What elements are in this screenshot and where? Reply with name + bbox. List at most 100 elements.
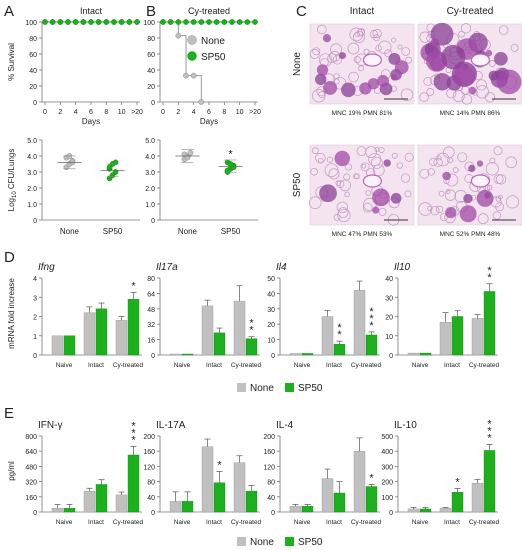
bronchiole xyxy=(362,174,382,188)
alveolar-space xyxy=(492,211,501,220)
mrna-significance: * xyxy=(369,313,374,325)
cfu-xtick-label-sp50: SP50 xyxy=(103,227,123,236)
survival-point xyxy=(244,19,251,25)
mrna-xtick-label-intact: Intact xyxy=(88,362,104,369)
alveolar-space xyxy=(361,163,367,169)
cfu-ytick-label: 4.0 xyxy=(27,154,37,161)
protein-significance: * xyxy=(487,418,492,430)
cell-infiltrate xyxy=(442,171,451,181)
cell-infiltrate xyxy=(390,74,398,81)
survival-xlabel-0: Days xyxy=(82,117,100,126)
panel-label-b: B xyxy=(146,3,156,20)
alveolar-space xyxy=(404,152,414,162)
survival-title-1: Cy-treated xyxy=(188,6,230,16)
cfu-xtick-label-none: None xyxy=(178,227,198,236)
alveolar-space xyxy=(317,24,327,35)
alveolar-space xyxy=(312,88,326,103)
cell-infiltrate xyxy=(390,192,402,204)
mrna-xtick-label-intact: Intact xyxy=(444,362,460,369)
protein-ytick-label: 0 xyxy=(389,510,393,517)
survival-point xyxy=(126,19,133,25)
protein-bar-sp50 xyxy=(419,508,432,513)
survival-point xyxy=(190,72,197,79)
mrna-bar-sp50 xyxy=(333,344,346,356)
survival-point xyxy=(183,19,189,25)
protein-bar-none xyxy=(439,508,452,513)
alveolar-space xyxy=(461,93,473,105)
survival-point xyxy=(42,19,48,25)
alveolar-space xyxy=(310,167,318,176)
mrna-significance: * xyxy=(337,322,342,334)
survival-point xyxy=(111,19,117,25)
protein-bar-none xyxy=(289,506,302,513)
mrna-bar-sp50 xyxy=(451,316,464,356)
mrna-ytick-label: 80 xyxy=(147,276,155,283)
survival-xtick-label: 10 xyxy=(236,109,244,116)
mrna-legend-label-none: None xyxy=(250,383,274,394)
mrna-bar-none xyxy=(439,322,452,356)
mrna-legend-swatch-none xyxy=(237,383,246,392)
mrna-ytick-label: 1 xyxy=(33,334,37,341)
alveolar-space xyxy=(493,146,503,156)
cell-infiltrate xyxy=(322,33,332,43)
histology-row-title-0: None xyxy=(292,52,303,76)
protein-bar-sp50 xyxy=(213,482,226,513)
panel-label-e: E xyxy=(4,405,14,422)
protein-bar-sp50 xyxy=(483,450,496,513)
cfu-ytick-label: 3.0 xyxy=(27,170,37,177)
alveolar-space xyxy=(360,162,370,172)
mrna-panel-title-2: Il4 xyxy=(276,262,287,273)
alveolar-space xyxy=(396,162,403,169)
mrna-ytick-label: 2 xyxy=(33,315,37,322)
protein-xtick-label-cy-treated: Cy-treated xyxy=(351,519,382,526)
survival-xtick-label: 2 xyxy=(176,109,180,116)
alveolar-space xyxy=(498,25,509,35)
survival-point xyxy=(175,19,182,25)
survival-title-0: Intact xyxy=(80,6,103,16)
survival-xtick-label: 10 xyxy=(118,109,126,116)
histology-caption-2: MNC 47% PMN 53% xyxy=(332,231,393,238)
mrna-xtick-label-cy-treated: Cy-treated xyxy=(231,362,262,369)
protein-xtick-label-cy-treated: Cy-treated xyxy=(113,519,144,526)
survival-ytick-label: 100 xyxy=(25,20,37,27)
protein-ytick-label: 120 xyxy=(263,464,275,471)
survival-xtick-label: 4 xyxy=(74,109,78,116)
survival-point xyxy=(49,19,56,25)
survival-point xyxy=(134,19,140,25)
cfu-ytick-label: 1.0 xyxy=(145,202,155,209)
protein-ytick-label: 80 xyxy=(267,480,275,487)
mrna-xtick-label-naive: Naive xyxy=(412,362,429,369)
alveolar-space xyxy=(397,44,403,50)
mrna-bar-sp50 xyxy=(419,352,432,356)
cell-infiltrate xyxy=(468,164,476,173)
survival-ytick-label: 0 xyxy=(33,100,37,107)
mrna-bar-none xyxy=(321,316,334,356)
alveolar-space xyxy=(495,196,502,202)
mrna-xtick-label-cy-treated: Cy-treated xyxy=(113,362,144,369)
protein-xtick-label-cy-treated: Cy-treated xyxy=(231,519,262,526)
survival-point xyxy=(183,72,189,79)
panel-label-a: A xyxy=(4,3,14,20)
alveolar-space xyxy=(391,152,398,159)
alveolar-space xyxy=(419,168,430,179)
survival-point xyxy=(198,19,205,25)
mrna-bar-none xyxy=(201,305,214,356)
survival-point xyxy=(72,19,79,25)
alveolar-space xyxy=(326,156,334,163)
cfu-point xyxy=(187,149,194,156)
mrna-bar-sp50 xyxy=(301,353,314,356)
mrna-ytick-label: 10 xyxy=(267,338,275,345)
mrna-significance: * xyxy=(249,325,254,337)
protein-xtick-label-naive: Naive xyxy=(294,519,311,526)
cfu-point xyxy=(230,164,237,171)
protein-bar-none xyxy=(201,446,214,513)
survival-ytick-label: 40 xyxy=(147,68,155,75)
histology-caption-3: MNC 52% PMN 48% xyxy=(440,231,501,238)
cell-infiltrate xyxy=(441,45,466,70)
cell-infiltrate xyxy=(367,78,379,90)
histology-col-title-0: Intact xyxy=(350,6,375,17)
protein-bar-sp50 xyxy=(451,492,464,513)
alveolar-space xyxy=(445,189,451,194)
protein-bar-sp50 xyxy=(95,484,108,513)
mrna-ytick-label: 50 xyxy=(267,276,275,283)
